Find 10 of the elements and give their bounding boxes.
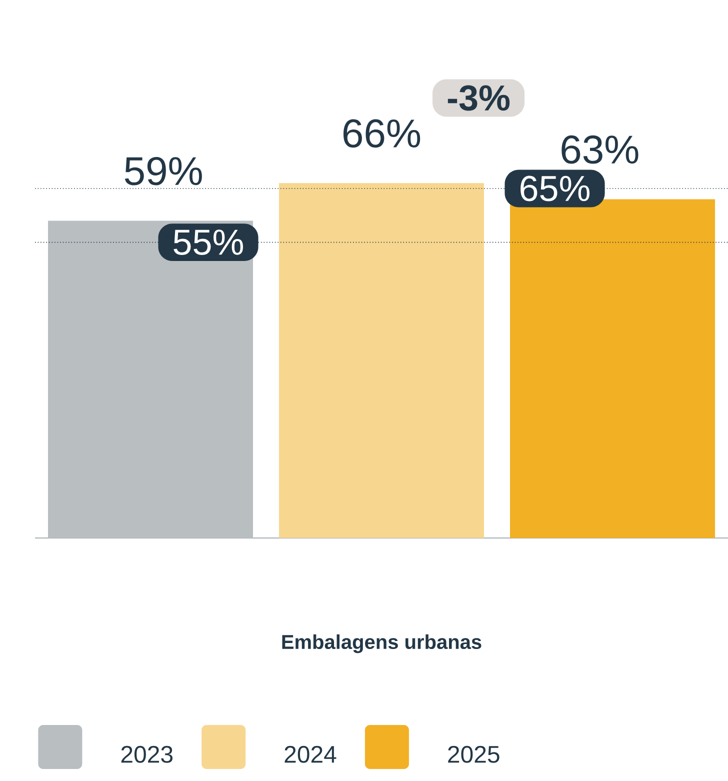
- data-label: 63%: [562, 135, 638, 164]
- data-label: 59%: [124, 156, 202, 186]
- legend-label: 2024: [284, 746, 336, 763]
- ref-line-label: 55%: [174, 230, 243, 255]
- x-axis-title: Embalagens urbanas: [282, 634, 482, 654]
- legend-label: 2023: [121, 746, 173, 763]
- text: -3%: [448, 85, 510, 111]
- data-label: 66%: [344, 119, 420, 148]
- legend-label: 2025: [448, 746, 500, 763]
- ref-line-label: 65%: [520, 176, 590, 202]
